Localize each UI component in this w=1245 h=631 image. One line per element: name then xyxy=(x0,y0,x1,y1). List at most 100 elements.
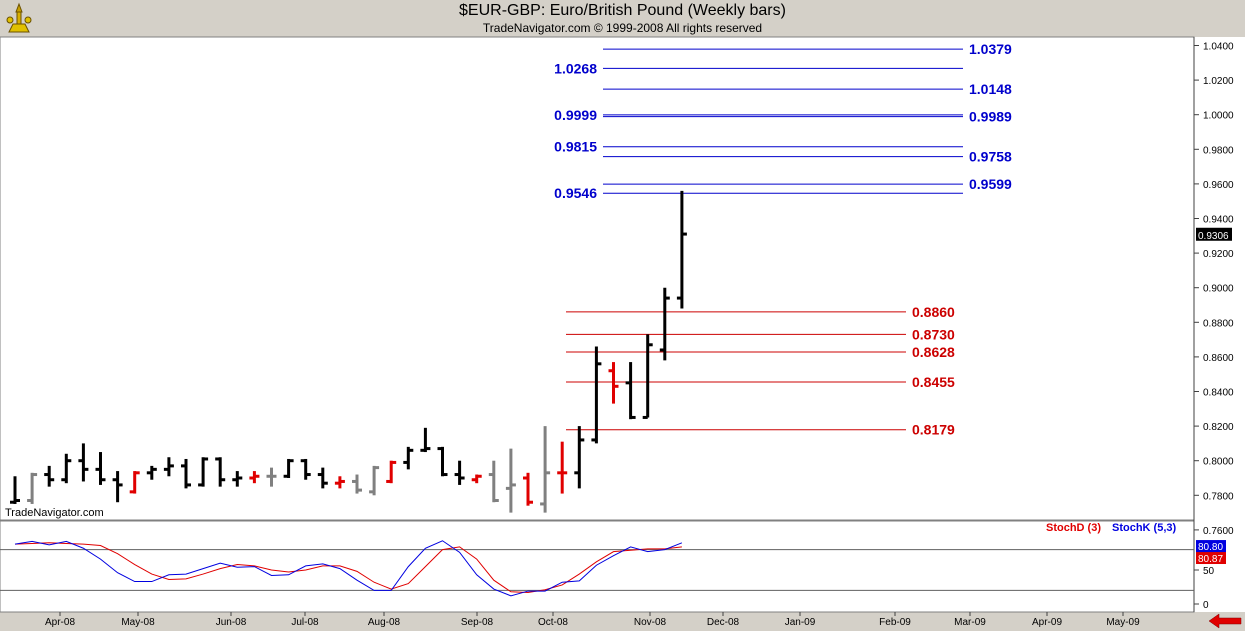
y-axis-tick-label: 0.7800 xyxy=(1203,491,1234,502)
ohlc-bar xyxy=(129,471,140,494)
y-axis-tick-label: 0.8200 xyxy=(1203,422,1234,433)
x-axis-tick-label: Dec-08 xyxy=(707,617,740,628)
stochk-value-label-badge xyxy=(1196,540,1226,553)
stoch-panel xyxy=(0,520,1195,613)
y-axis-tick-label: 1.0400 xyxy=(1203,42,1234,53)
ohlc-bar xyxy=(249,471,260,484)
ohlc-bar xyxy=(386,460,397,484)
fib-level-label: 1.0379 xyxy=(969,41,1012,57)
ohlc-bar xyxy=(505,448,516,513)
ohlc-bar xyxy=(232,471,243,487)
retracement-level-label: 0.8179 xyxy=(912,422,955,438)
ohlc-bar xyxy=(676,190,687,309)
y-axis-tick-label: 0.9800 xyxy=(1203,145,1234,156)
ohlc-bar xyxy=(215,457,226,487)
ohlc-bar xyxy=(198,457,209,487)
x-axis-tick-label: Jul-08 xyxy=(291,617,319,628)
ohlc-bar xyxy=(44,465,55,487)
last-price-badge xyxy=(1196,227,1232,241)
x-axis-tick-label: Feb-09 xyxy=(879,617,911,628)
retracement-level-label: 0.8455 xyxy=(912,374,955,390)
y-axis-tick-label: 0.8600 xyxy=(1203,353,1234,364)
x-axis-tick-label: Apr-08 xyxy=(45,617,75,628)
trade-navigator-logo-icon xyxy=(6,2,32,33)
ohlc-bar xyxy=(283,458,294,478)
y-axis-tick-label: 0.9400 xyxy=(1203,215,1234,226)
fib-level-label: 0.9758 xyxy=(969,149,1012,165)
ohlc-bar xyxy=(78,443,89,482)
x-axis-tick-label: Jun-08 xyxy=(216,617,247,628)
last-price-label: 0.9306 xyxy=(1198,231,1229,242)
fib-level-label: 1.0268 xyxy=(554,60,597,76)
x-axis-tick-label: Aug-08 xyxy=(368,617,401,628)
fib-level-label: 0.9999 xyxy=(554,107,597,123)
ohlc-bar xyxy=(523,472,533,506)
stoch-axis-tick-label: 0 xyxy=(1203,600,1209,611)
fib-level-label: 0.9989 xyxy=(969,109,1012,125)
ohlc-bar xyxy=(420,427,431,453)
y-axis-tick-label: 1.0000 xyxy=(1203,111,1234,122)
stochk-value-label: 80.80 xyxy=(1198,542,1223,553)
ohlc-bar xyxy=(608,362,619,404)
retracement-level-label: 0.8860 xyxy=(912,304,955,320)
price-panel xyxy=(0,36,1195,521)
x-axis-tick-label: Nov-08 xyxy=(634,617,667,628)
retracement-level-label: 0.8730 xyxy=(912,326,955,342)
ohlc-bar xyxy=(454,460,465,485)
x-axis-tick-label: Oct-08 xyxy=(538,617,568,628)
ohlc-bar xyxy=(403,446,414,470)
fib-level-label: 0.9599 xyxy=(969,176,1012,192)
ohlc-bar xyxy=(488,460,499,503)
ohlc-bar xyxy=(61,453,72,484)
x-axis-tick-label: Sep-08 xyxy=(461,617,494,628)
ohlc-bar xyxy=(540,426,551,513)
ohlc-bar xyxy=(437,446,448,477)
ohlc-bar xyxy=(557,441,568,494)
stochd-value-label-badge xyxy=(1196,552,1226,565)
ohlc-bar xyxy=(659,287,670,361)
fib-level-label: 1.0148 xyxy=(969,81,1012,97)
y-axis-tick-label: 0.9600 xyxy=(1203,180,1234,191)
y-axis-tick-label: 0.8000 xyxy=(1203,457,1234,468)
stochk-line xyxy=(14,540,683,597)
ohlc-bar xyxy=(352,474,362,494)
ohlc-bar xyxy=(10,476,20,504)
ohlc-bar xyxy=(317,467,328,489)
ohlc-bar xyxy=(27,472,38,504)
x-axis-tick-label: Apr-09 xyxy=(1032,617,1062,628)
ohlc-bar xyxy=(591,346,602,444)
chart-title: $EUR-GBP: Euro/British Pound (Weekly bar… xyxy=(459,2,786,19)
y-axis-tick-label: 0.7600 xyxy=(1203,526,1234,537)
y-axis-tick-label: 0.8400 xyxy=(1203,388,1234,399)
stochd-value-label: 80.87 xyxy=(1198,554,1223,565)
scroll-left-arrow-icon[interactable] xyxy=(1208,613,1242,629)
ohlc-bar xyxy=(163,457,174,477)
ohlc-bar xyxy=(334,476,345,489)
y-axis-tick-label: 1.0200 xyxy=(1203,76,1234,87)
y-axis-tick-label: 0.8800 xyxy=(1203,318,1234,329)
ohlc-bar xyxy=(146,465,157,480)
stochd-line xyxy=(14,542,682,593)
x-axis-tick-label: May-08 xyxy=(121,617,155,628)
ohlc-bar xyxy=(300,458,311,480)
fib-level-label: 0.9546 xyxy=(554,185,597,201)
ohlc-bar xyxy=(625,362,636,420)
price-axis-area xyxy=(1194,37,1245,612)
y-axis-tick-label: 0.9200 xyxy=(1203,249,1234,260)
watermark: TradeNavigator.com xyxy=(5,507,104,519)
stochd-legend: StochD (3) xyxy=(1046,522,1101,534)
ohlc-bar xyxy=(642,334,653,419)
ohlc-bar xyxy=(266,467,277,487)
x-axis-tick-label: Jan-09 xyxy=(785,617,816,628)
ohlc-bar xyxy=(471,474,482,484)
fib-level-label: 0.9815 xyxy=(554,139,597,155)
ohlc-bar xyxy=(369,465,380,496)
ohlc-bar xyxy=(112,471,123,503)
chart-subtitle: TradeNavigator.com © 1999-2008 All right… xyxy=(482,21,763,35)
x-axis-tick-label: Mar-09 xyxy=(954,617,986,628)
x-axis-tick-label: May-09 xyxy=(1106,617,1140,628)
y-axis-tick-label: 0.9000 xyxy=(1203,284,1234,295)
stoch-axis-tick-label: 50 xyxy=(1203,566,1215,577)
